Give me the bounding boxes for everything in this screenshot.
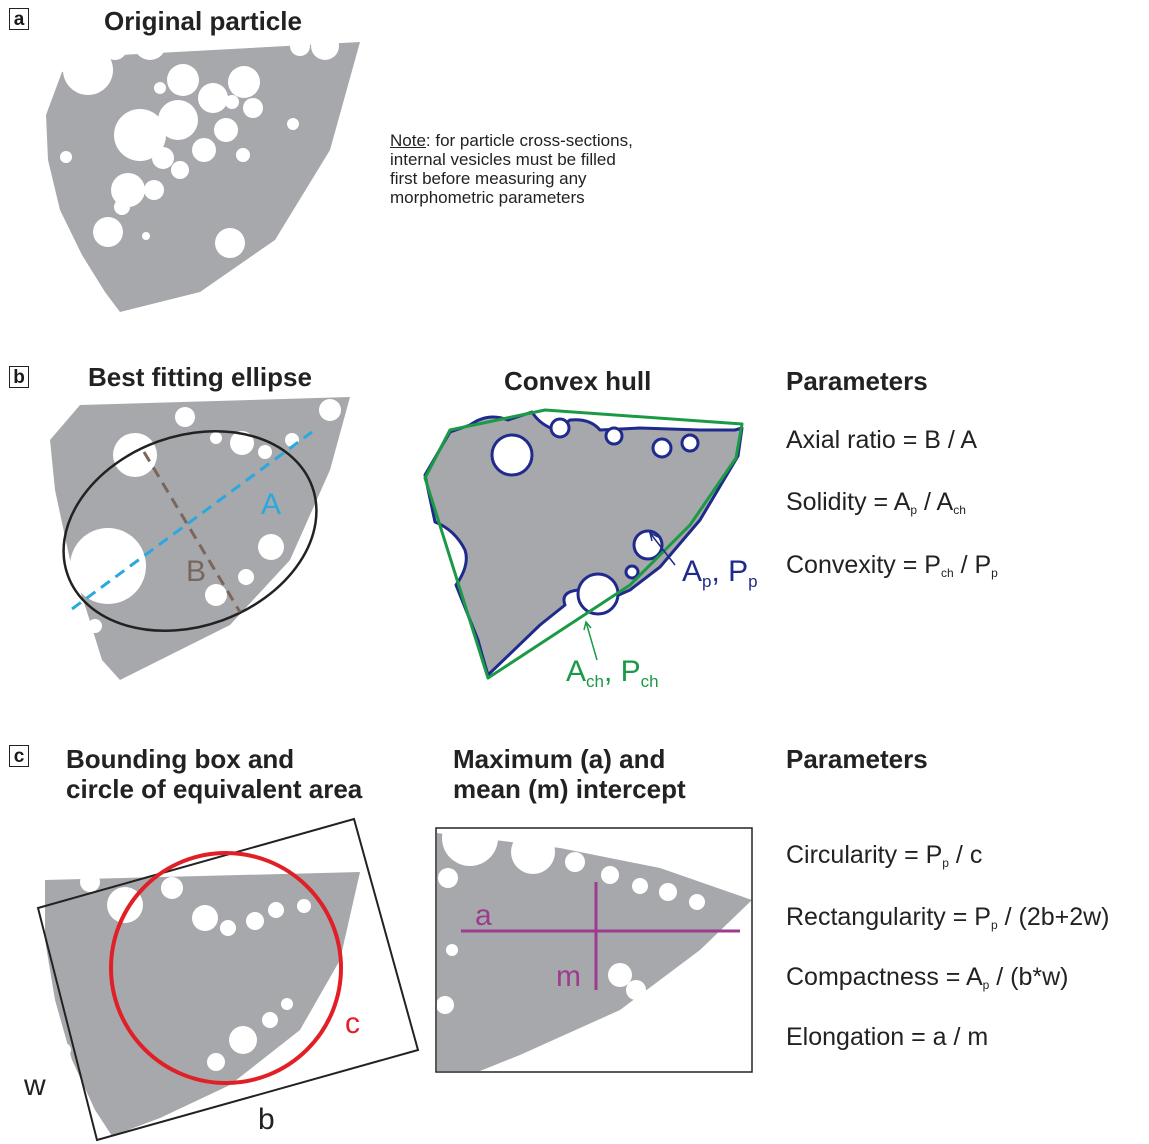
box-title-line2: circle of equivalent area (66, 774, 363, 804)
intercept-title-line1: Maximum (a) and (453, 744, 666, 774)
note-underlined: Note (390, 131, 426, 150)
circularity-t2: / c (948, 841, 983, 869)
param-compactness: Compactness = Ap / (b*w) (786, 962, 1069, 1000)
hull-particle (423, 410, 744, 677)
param-axial-ratio: Axial ratio = B / A (786, 426, 978, 454)
minor-axis-b (142, 451, 242, 613)
compactness-s1: p (982, 978, 990, 992)
ellipse-title: Best fitting ellipse (88, 362, 312, 392)
rectangularity-s1: p (990, 918, 998, 932)
param-circularity: Circularity = Pp / c (786, 840, 982, 878)
circularity-s1: p (942, 856, 949, 870)
solidity-t2: / A (917, 488, 954, 516)
label-a-intercept: a (475, 899, 492, 932)
bounding-box (36, 817, 420, 1142)
param-rectangularity: Rectangularity = Pp / (2b+2w) (786, 902, 1110, 940)
original-particle (46, 28, 360, 312)
convexity-t2: / P (953, 551, 992, 579)
hull-title: Convex hull (504, 366, 652, 396)
note-line4: morphometric parameters (390, 188, 585, 207)
ap-sub: p (702, 572, 712, 591)
label-m-intercept: m (556, 960, 581, 993)
box-particle (45, 872, 360, 1136)
panel-a-title: Original particle (104, 6, 302, 36)
pch-main: , P (603, 655, 641, 688)
pp-sub: p (748, 572, 758, 591)
intercept-particle (437, 829, 752, 1071)
ach-sub: ch (586, 672, 604, 691)
params-b-title: Parameters (786, 366, 928, 396)
note-text: Note: for particle cross-sections, inter… (390, 131, 633, 207)
ap-main: A (682, 555, 703, 588)
ach-pch-label: Ach, Pch (566, 656, 659, 698)
circularity-t1: Circularity = P (786, 841, 943, 869)
rectangularity-t1: Rectangularity = P (786, 903, 991, 931)
ap-arrow (649, 532, 676, 566)
ach-main: A (566, 655, 587, 688)
label-b: b (258, 1103, 275, 1136)
major-axis-a (71, 430, 313, 611)
convexity-s1: ch (940, 566, 954, 580)
param-elongation: Elongation = a / m (786, 1023, 989, 1051)
best-fit-ellipse (62, 430, 318, 632)
axis-b-label: B (186, 555, 207, 588)
label-c: c (345, 1007, 360, 1040)
note-line1: : for particle cross-sections, (425, 131, 633, 150)
compactness-t1: Compactness = A (786, 963, 983, 991)
convex-hull (423, 408, 744, 680)
param-solidity: Solidity = Ap / Ach (786, 487, 966, 525)
pp-main: , P (711, 555, 749, 588)
note-line2: internal vesicles must be filled (390, 150, 616, 169)
solidity-s2: ch (953, 503, 966, 517)
panel-label-c: c (9, 745, 29, 767)
param-convexity: Convexity = Pch / Pp (786, 550, 998, 588)
intercept-frame (435, 827, 753, 1073)
convexity-t1: Convexity = P (786, 551, 941, 579)
equivalent-area-circle (109, 851, 343, 1085)
rectangularity-t2: / (2b+2w) (997, 903, 1110, 931)
axis-a-label: A (261, 488, 282, 521)
solidity-s1: p (910, 503, 918, 517)
particle-vesicles (60, 28, 339, 258)
compactness-t2: / (b*w) (989, 963, 1069, 991)
particle-shape (46, 42, 360, 312)
intercept-title-line2: mean (m) intercept (453, 774, 686, 804)
convexity-s2: p (991, 566, 998, 580)
ach-arrow (585, 621, 598, 661)
panel-label-b: b (9, 366, 29, 388)
note-line3: first before measuring any (390, 169, 587, 188)
box-title-line1: Bounding box and (66, 744, 295, 774)
ellipse-particle (50, 397, 350, 680)
solidity-t1: Solidity = A (786, 488, 911, 516)
label-w: w (24, 1069, 46, 1102)
pch-sub: ch (640, 672, 659, 691)
ap-pp-label: Ap, Pp (682, 556, 758, 598)
panel-label-a: a (9, 8, 29, 30)
params-c-title: Parameters (786, 744, 928, 774)
